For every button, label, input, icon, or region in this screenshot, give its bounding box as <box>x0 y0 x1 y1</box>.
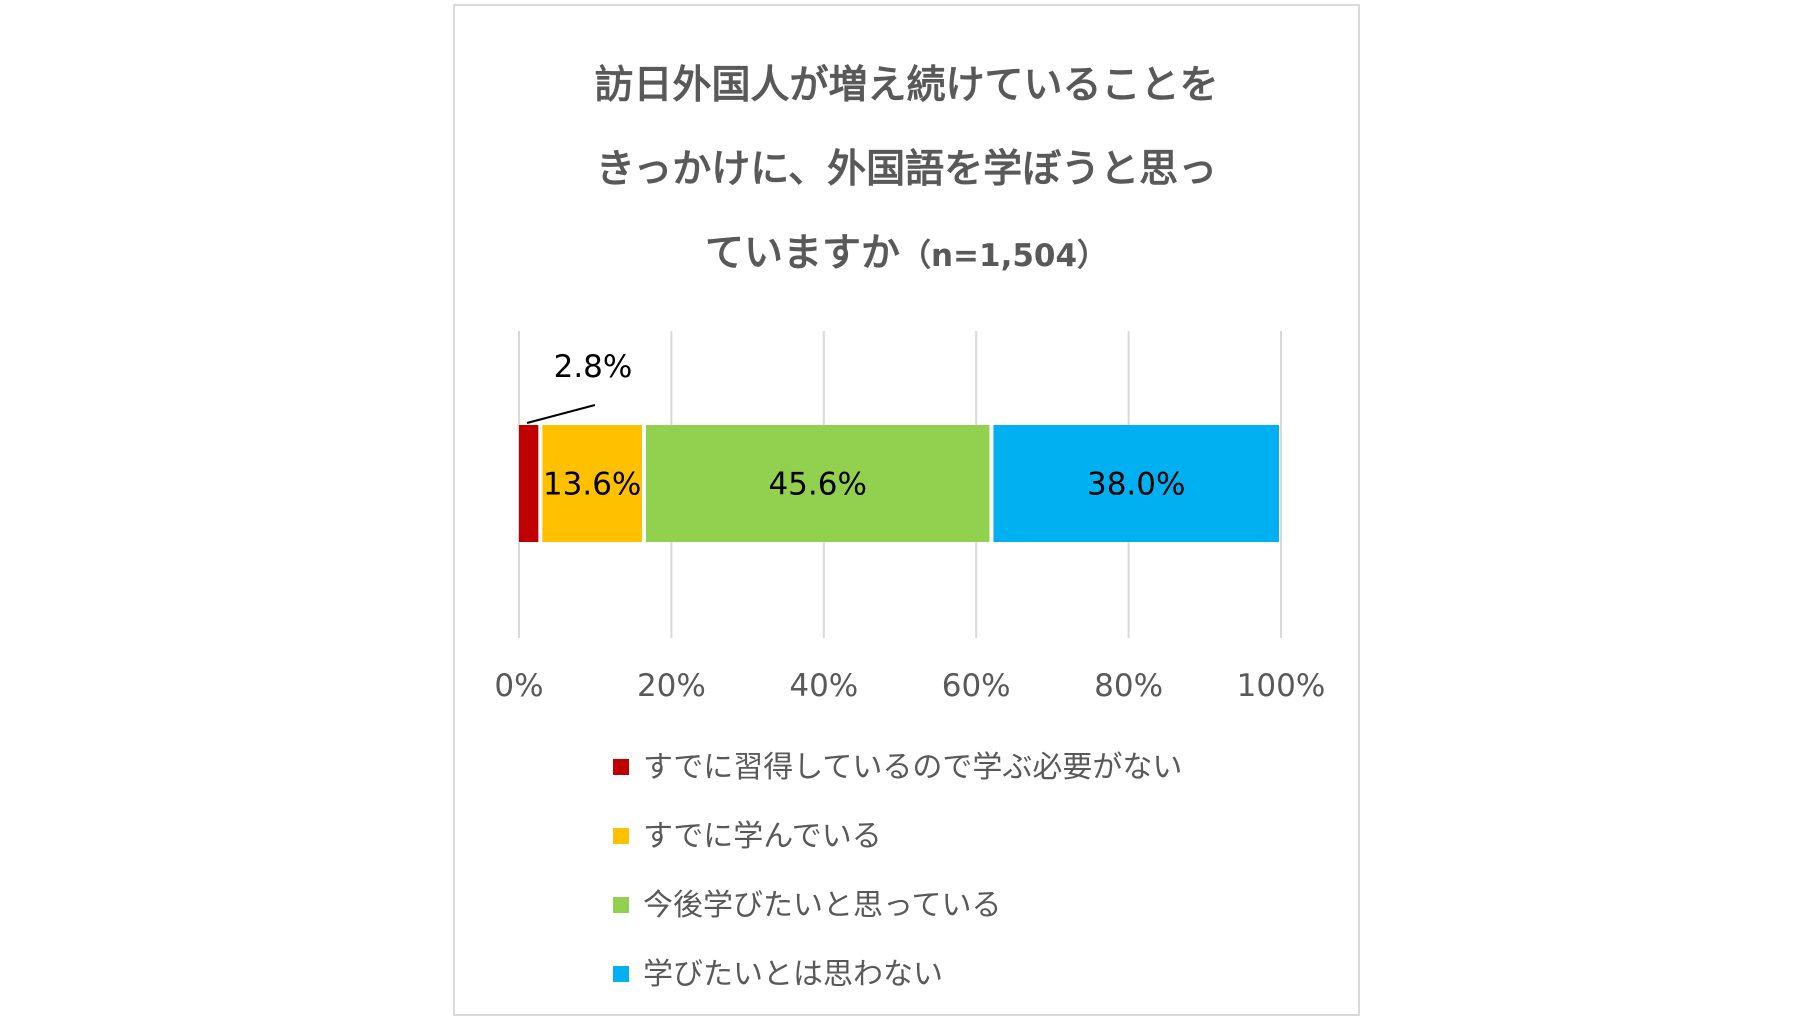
x-tick-label-2: 40% <box>789 668 858 704</box>
legend-label-already-learning: すでに学んでいる <box>643 819 882 854</box>
legend-label-already-acquired: すでに習得しているので学ぶ必要がない <box>643 750 1183 785</box>
data-label-3: 38.0% <box>1087 467 1185 503</box>
x-tick-label-0: 0% <box>494 668 543 704</box>
legend-swatch-not-interested <box>613 966 629 982</box>
legend-label-want-to-learn: 今後学びたいと思っている <box>643 888 1002 923</box>
legend-label-not-interested: 学びたいとは思わない <box>643 957 943 992</box>
stacked-bar-plot: 0% 20% 40% 60% 80% 100% 2.8% 13.6% 45.6% 38.0% <box>494 331 1326 704</box>
x-tick-label-3: 60% <box>942 668 1011 704</box>
chart-title: 訪日外国人が増え続けていることを きっかけに、外国語を学ぼうと思っ ていますか（… <box>455 44 1358 296</box>
data-label-1: 13.6% <box>543 467 641 503</box>
data-label-leader-0 <box>526 404 596 424</box>
title-line-2: きっかけに、外国語を学ぼうと思っ <box>595 147 1218 192</box>
sample-size: （n=1,504） <box>899 238 1109 274</box>
x-tick-label-4: 80% <box>1094 668 1163 704</box>
bar-segment-1 <box>542 425 642 542</box>
bar-segment-0 <box>519 425 539 542</box>
data-label-0: 2.8% <box>554 349 633 385</box>
data-label-2: 45.6% <box>768 467 866 503</box>
title-line-3-text: ていますか <box>704 231 900 276</box>
title-line-1: 訪日外国人が増え続けていることを <box>594 63 1219 108</box>
x-tick-label-1: 20% <box>637 668 706 704</box>
bar-segment-3 <box>993 425 1279 542</box>
legend-swatch-already-acquired <box>613 759 629 775</box>
chart-card: 訪日外国人が増え続けていることを きっかけに、外国語を学ぼうと思っ ていますか（… <box>453 4 1360 1016</box>
legend-swatch-already-learning <box>613 828 629 844</box>
title-line-3: ていますか（n=1,504） <box>455 212 1358 296</box>
bar-segment-2 <box>645 425 990 542</box>
legend-swatch-want-to-learn <box>613 897 629 913</box>
x-tick-label-5: 100% <box>1237 668 1326 704</box>
